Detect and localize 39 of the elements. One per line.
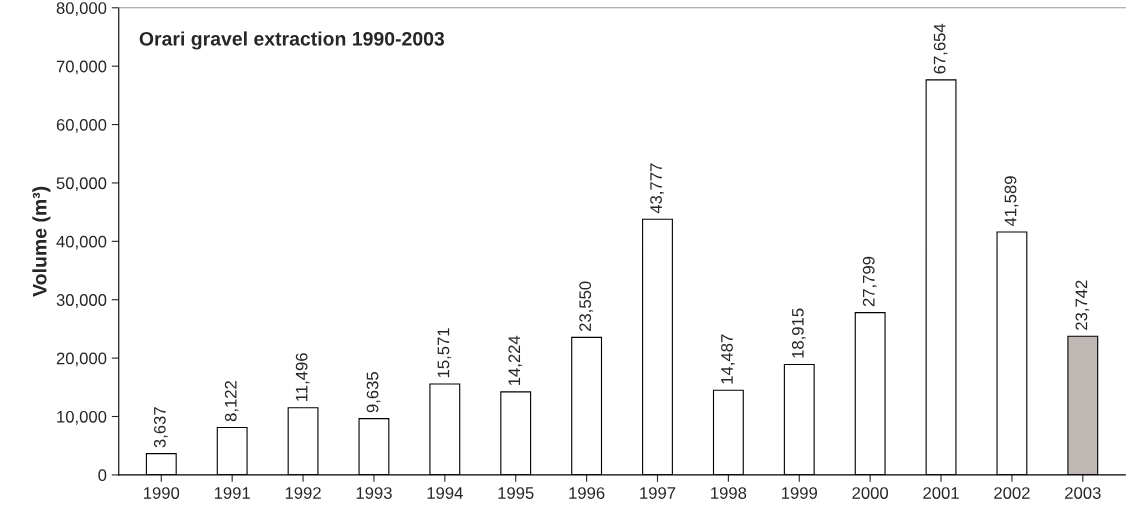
data-label: 27,799 <box>862 256 877 307</box>
y-tick-label: 70,000 <box>56 60 107 75</box>
x-tick-label: 2000 <box>852 487 889 499</box>
data-label: 41,589 <box>1004 176 1019 227</box>
x-tick-label: 1993 <box>356 487 392 499</box>
data-label: 67,654 <box>933 23 948 74</box>
data-label: 11,496 <box>295 353 310 401</box>
data-label: 8,122 <box>224 381 239 422</box>
y-tick-label: 30,000 <box>56 294 107 308</box>
data-label: 3,637 <box>153 407 168 448</box>
x-tick-label: 1995 <box>498 487 534 499</box>
x-tick-label: 2002 <box>994 487 1030 499</box>
data-label: 23,550 <box>579 281 594 331</box>
x-tick-label: 1990 <box>144 487 180 499</box>
x-tick-label: 2003 <box>1065 487 1101 499</box>
x-tick-label: 1999 <box>782 487 818 499</box>
y-tick-label: 40,000 <box>56 235 107 250</box>
data-label: 23,742 <box>1075 280 1090 330</box>
y-tick-label: 10,000 <box>57 410 107 425</box>
x-tick-label: 1994 <box>427 487 463 499</box>
y-tick-label: 80,000 <box>56 2 107 16</box>
y-tick-label: 20,000 <box>56 352 107 367</box>
x-tick-label: 1998 <box>711 487 747 499</box>
data-label: 15,571 <box>437 328 452 378</box>
data-label: 43,777 <box>650 163 664 214</box>
x-tick-label: 1992 <box>285 487 321 499</box>
y-axis-title: Volume (m³) <box>32 186 51 297</box>
y-tick-label: 60,000 <box>56 118 107 133</box>
data-label: 14,487 <box>721 334 735 384</box>
data-label: 9,635 <box>366 372 381 413</box>
y-tick-label: 50,000 <box>56 177 107 192</box>
x-tick-label: 1996 <box>569 487 605 499</box>
x-tick-label: 2001 <box>923 487 959 499</box>
y-tick-label: 0 <box>98 469 107 482</box>
text: Orari gravel extraction 1990-2003 <box>139 31 445 50</box>
data-label: 14,224 <box>508 335 523 386</box>
x-tick-label: 1997 <box>640 487 676 499</box>
x-tick-label: 1991 <box>214 487 250 499</box>
data-label: 18,915 <box>791 308 806 358</box>
